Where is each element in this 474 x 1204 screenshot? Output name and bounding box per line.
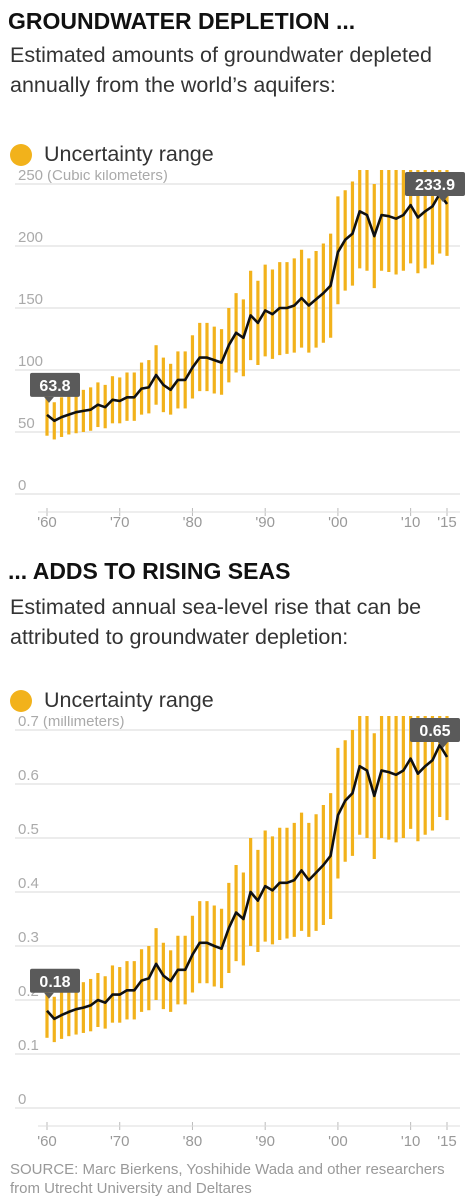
end-value-label-text: 0.65 [419, 723, 450, 740]
y-tick-label: 0.7 (millimeters) [18, 716, 125, 730]
y-tick-label: 0.3 [18, 929, 39, 946]
uncertainty-legend-swatch [10, 689, 32, 712]
y-tick-label: 100 [18, 353, 43, 370]
chart1-legend-label: Uncertainty range [44, 142, 214, 166]
start-value-label-pointer [44, 992, 54, 999]
y-tick-label: 0.1 [18, 1037, 39, 1054]
y-tick-label: 0 [18, 477, 26, 494]
series-line [46, 743, 449, 1021]
start-value-label-text: 0.18 [39, 974, 70, 991]
chart2-subtitle: Estimated annual sea-level rise that can… [10, 595, 422, 649]
end-value-label: 233.9 [405, 172, 465, 202]
x-tick-label: '90 [255, 1133, 275, 1150]
x-tick-label: '10 [401, 1133, 421, 1150]
x-tick-label: '70 [110, 1133, 130, 1150]
x-tick-label: '80 [183, 514, 203, 531]
y-tick-label: 200 [18, 229, 43, 246]
uncertainty-legend-swatch [10, 143, 32, 166]
chart1-legend: Uncertainty range [10, 142, 214, 167]
groundwater-depletion-chart: 0 50 100 150 200 250 (Cubic kilometers) '60 '70 '… [15, 170, 465, 531]
unit-label: (Cubic kilometers) [47, 170, 168, 184]
x-tick-label: '15 [437, 514, 457, 531]
end-value-label-pointer [438, 742, 448, 748]
x-tick-label: '00 [328, 1133, 348, 1150]
end-value-label-box [410, 718, 460, 742]
y-tick-value: 250 [18, 170, 43, 184]
end-value-label-box [405, 172, 465, 196]
x-tick-label: '60 [37, 514, 57, 531]
x-tick-label: '15 [437, 1133, 457, 1150]
y-tick-label: 0.6 [18, 767, 39, 784]
end-value-label: 0.65 [410, 718, 460, 748]
start-value-label-box [30, 372, 80, 397]
chart2-title: ... ADDS TO RISING SEAS [8, 558, 291, 584]
y-tick-label: 0.5 [18, 821, 39, 838]
series-line [46, 192, 449, 423]
source-note: SOURCE: Marc Bierkens, Yoshihide Wada an… [10, 1161, 445, 1197]
x-tick-label: '60 [37, 1133, 57, 1150]
unit-label: (millimeters) [43, 716, 125, 730]
start-value-label-text: 63.8 [39, 378, 70, 395]
chart1-subtitle: Estimated amounts of groundwater deplete… [10, 43, 432, 97]
start-value-label-box [30, 968, 80, 993]
x-tick-label: '80 [183, 1133, 203, 1150]
y-tick-value: 0.7 [18, 716, 39, 730]
chart2-legend: Uncertainty range [10, 688, 214, 713]
start-value-label-pointer [44, 396, 54, 403]
x-tick-label: '70 [110, 514, 130, 531]
chart2-legend-label: Uncertainty range [44, 688, 214, 712]
end-value-label-pointer [438, 196, 448, 202]
y-tick-label: 0 [18, 1091, 26, 1108]
y-tick-label: 50 [18, 415, 35, 432]
y-tick-label: 0.4 [18, 875, 39, 892]
sea-level-rise-chart: 00.10.20.30.40.50.60.7 (millimeters)'60'7… [15, 716, 460, 1150]
y-tick-label: 250 (Cubic kilometers) [18, 170, 168, 184]
x-tick-label: '00 [328, 514, 348, 531]
start-value-label: 63.8 [30, 372, 80, 403]
x-tick-label: '90 [255, 514, 275, 531]
x-tick-label: '10 [401, 514, 421, 531]
chart1-title: GROUNDWATER DEPLETION ... [8, 8, 356, 34]
y-tick-label: 150 [18, 291, 43, 308]
start-value-label: 0.18 [30, 968, 80, 999]
end-value-label-text: 233.9 [415, 177, 455, 194]
